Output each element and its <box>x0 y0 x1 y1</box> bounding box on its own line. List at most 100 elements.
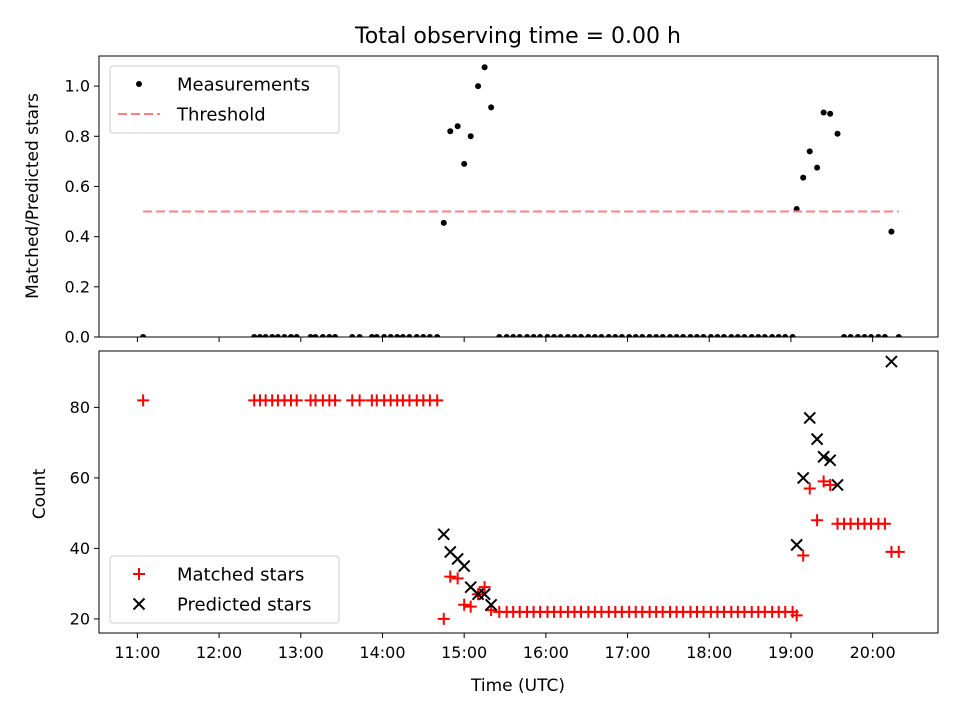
measurements-point <box>618 334 625 337</box>
measurements-point <box>564 334 571 337</box>
axes-frame <box>98 350 939 634</box>
matched-stars-point <box>329 394 342 407</box>
measurements-point <box>646 334 653 337</box>
measurements-point <box>667 334 674 337</box>
measurements-point <box>734 334 741 337</box>
measurements-point <box>861 334 868 337</box>
measurements-point <box>814 164 821 171</box>
measurements-point <box>332 334 339 337</box>
measurements-point <box>571 334 578 337</box>
measurements-point <box>269 334 276 337</box>
measurements-point <box>741 334 748 337</box>
measurements-point <box>728 334 735 337</box>
measurements-point <box>775 334 782 337</box>
matched-stars-point <box>811 514 824 527</box>
measurements-point <box>251 334 258 337</box>
measurements-point <box>475 83 482 90</box>
measurements-point <box>307 334 314 337</box>
measurements-point <box>319 334 326 337</box>
x-tick-label: 15:00 <box>441 643 487 662</box>
measurements-point <box>854 334 861 337</box>
measurements-point <box>632 334 639 337</box>
measurements-point <box>800 174 807 181</box>
measurements-point <box>368 334 375 337</box>
y-tick-label: 60 <box>70 468 90 487</box>
measurements-point <box>673 334 680 337</box>
measurements-point <box>841 334 848 337</box>
matched-stars-point <box>817 475 830 488</box>
measurements-point <box>293 334 300 337</box>
top-y-axis-label: Matched/Predicted stars <box>23 93 43 299</box>
measurements-point <box>373 334 380 337</box>
measurements-point <box>406 334 413 337</box>
measurements-point <box>782 334 789 337</box>
measurements-point <box>413 334 420 337</box>
matched-stars-legend-marker <box>133 568 145 580</box>
measurements-point <box>440 219 447 226</box>
measurements-point <box>481 64 488 71</box>
measurements-point <box>700 334 707 337</box>
x-tick-label: 14:00 <box>359 643 405 662</box>
measurements-point <box>875 334 882 337</box>
y-tick-label: 1.0 <box>65 77 90 96</box>
bottom-y-axis-label: Count <box>30 468 50 519</box>
predicted-stars-legend-marker <box>132 597 146 611</box>
top-panel: 0.0 0.2 0.4 0.6 0.8 1.0 Measurements Threshold <box>65 55 939 347</box>
measurements-point <box>806 148 813 155</box>
measurements-point <box>454 123 461 130</box>
measurements-point <box>694 334 701 337</box>
measurements-legend-label: Measurements <box>177 75 310 96</box>
matched-stars-point <box>803 482 816 495</box>
y-tick-label: 40 <box>70 539 90 558</box>
measurements-point <box>793 206 800 213</box>
measurements-point <box>544 334 551 337</box>
measurements-point <box>503 334 510 337</box>
measurements-point <box>612 334 619 337</box>
measurements-point <box>349 334 356 337</box>
measurements-point <box>281 334 288 337</box>
measurements-point <box>591 334 598 337</box>
predicted-stars-point <box>823 454 837 467</box>
measurements-point <box>653 334 660 337</box>
measurements-point <box>761 334 768 337</box>
matched-stars-point <box>458 598 471 611</box>
x-tick-label: 18:00 <box>686 643 732 662</box>
predicted-stars-point <box>790 538 803 552</box>
measurements-point <box>847 334 854 337</box>
measurements-point <box>687 334 694 337</box>
matched-stars-point <box>478 581 491 594</box>
x-tick-label: 13:00 <box>278 643 324 662</box>
measurements-point <box>827 110 834 117</box>
matched-stars-point <box>878 517 891 530</box>
measurements-point <box>287 334 294 337</box>
measurements-point <box>537 334 544 337</box>
measurements-point <box>447 128 454 135</box>
measurements-point <box>510 334 517 337</box>
matched-stars-point <box>137 394 150 407</box>
predicted-stars-point <box>437 528 450 541</box>
measurements-point <box>551 334 558 337</box>
measurements-point <box>488 104 495 111</box>
measurements-point <box>748 334 755 337</box>
measurements-point <box>461 160 468 167</box>
y-tick-label: 0.4 <box>65 227 90 246</box>
measurements-point <box>399 334 406 337</box>
y-tick-label: 80 <box>70 398 90 417</box>
x-tick-label: 11:00 <box>114 643 160 662</box>
chart-title: Total observing time = 0.00 h <box>354 24 681 49</box>
measurements-point <box>394 334 401 337</box>
matched-stars-point <box>353 394 366 407</box>
matched-stars-point <box>431 394 444 407</box>
measurements-point <box>820 109 827 116</box>
measurements-point <box>868 334 875 337</box>
legend-box <box>109 555 340 624</box>
measurements-point <box>434 334 441 337</box>
measurements-point <box>626 334 633 337</box>
measurements-point <box>585 334 592 337</box>
y-tick-label: 0.6 <box>65 177 90 196</box>
predicted-stars-point <box>803 411 816 425</box>
measurements-point <box>516 334 523 337</box>
measurements-point <box>467 133 474 140</box>
x-tick-label: 17:00 <box>605 643 651 662</box>
measurements-point <box>707 334 714 337</box>
